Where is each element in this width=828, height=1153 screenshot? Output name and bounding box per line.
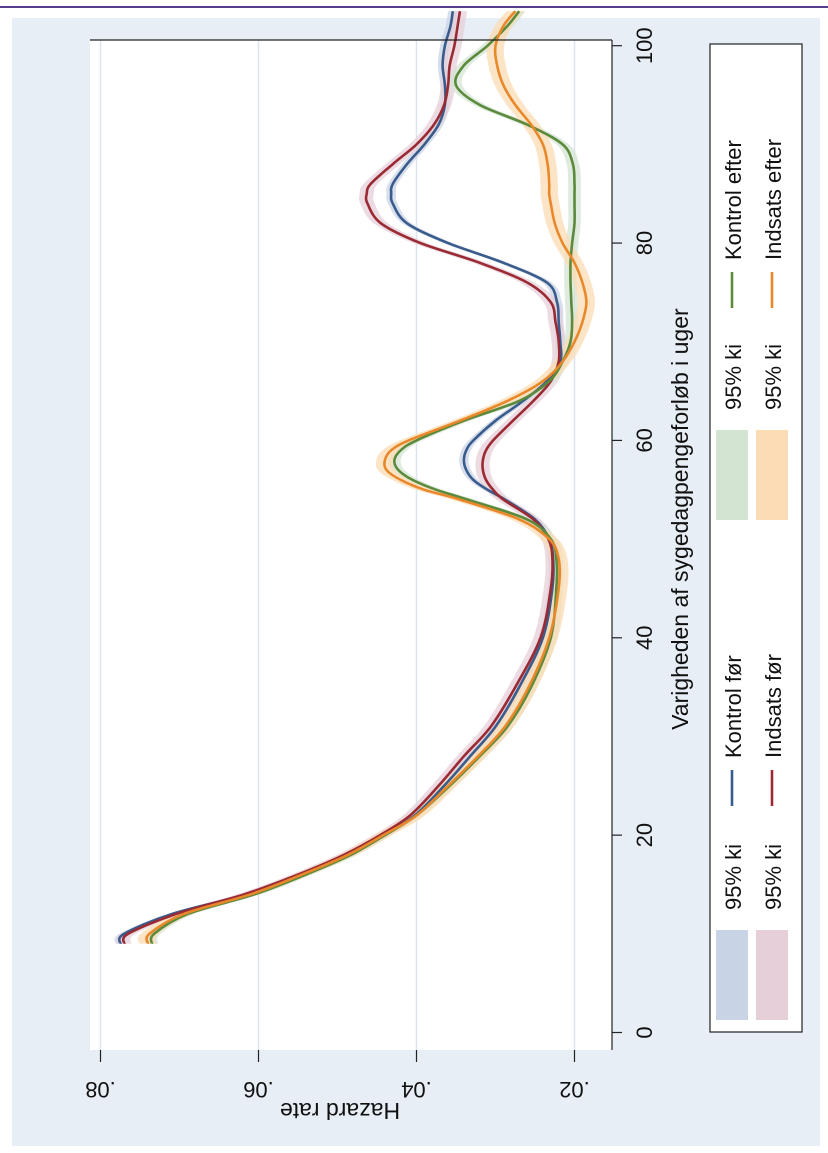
legend-label: 95% ki: [761, 344, 786, 410]
plot-area: [90, 40, 612, 1050]
x-tick-label: 20: [632, 823, 657, 847]
x-axis-title: Varigheden af sygedagpengeforløb i uger: [667, 308, 693, 730]
legend-box: [709, 43, 803, 1033]
x-tick-label: 100: [632, 27, 657, 64]
y-tick-label: .06: [243, 1077, 274, 1102]
legend-swatch: [756, 930, 788, 1020]
axes: 0 20 40 60 80 100 .02 .04 .06 .08 Varigheden af sy…: [85, 27, 693, 1124]
series-lines: [117, 10, 588, 945]
legend: 95% ki Kontrol før 95% ki Indsats før 95% ki…: [709, 43, 803, 1033]
legend-label: Indsats efter: [761, 139, 786, 260]
top-rule: [0, 6, 828, 8]
y-tick-label: .04: [401, 1077, 432, 1102]
x-tick-label: 40: [632, 626, 657, 650]
y-axis-title: Hazard rate: [280, 1098, 400, 1124]
legend-swatch: [716, 430, 748, 520]
legend-label: 95% ki: [721, 344, 746, 410]
legend-swatch: [716, 930, 748, 1020]
legend-label: Kontrol efter: [721, 140, 746, 260]
legend-label: 95% ki: [761, 844, 786, 910]
legend-label: 95% ki: [721, 844, 746, 910]
x-tick-label: 60: [632, 428, 657, 452]
x-tick-label: 80: [632, 231, 657, 255]
legend-label: Kontrol før: [721, 655, 746, 758]
line-indsats-for: [121, 11, 561, 945]
legend-label: Indsats før: [761, 654, 786, 758]
line-kontrol-for: [117, 10, 563, 945]
legend-swatch: [756, 430, 788, 520]
y-tick-label: .02: [559, 1077, 590, 1102]
y-tick-label: .08: [85, 1077, 116, 1102]
line-indsats-efter: [145, 10, 588, 944]
x-tick-label: 0: [632, 1026, 657, 1038]
